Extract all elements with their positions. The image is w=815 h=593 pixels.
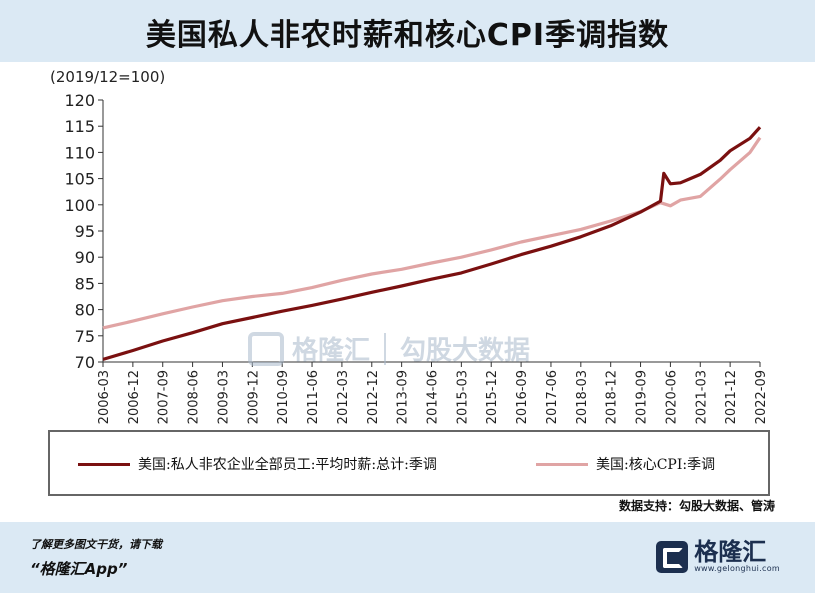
chart-title: 美国私人非农时薪和核心CPI季调指数 <box>145 18 670 53</box>
x-tick-label: 2007-09 <box>157 370 172 424</box>
x-tick-label: 2013-09 <box>396 370 411 424</box>
legend-item-wages: 美国:私人非农企业全部员工:平均时薪:总计:季调 <box>78 454 437 474</box>
x-tick-label: 2012-12 <box>366 370 381 424</box>
watermark-partner: 勾股大数据 <box>400 336 531 366</box>
y-tick-label: 70 <box>75 353 95 372</box>
watermark-logo-icon <box>248 331 284 366</box>
x-tick-label: 2018-12 <box>605 370 620 424</box>
footer-app-name: “格隆汇App” <box>30 560 128 578</box>
chart-legend: 美国:私人非农企业全部员工:平均时薪:总计:季调 美国:核心CPI:季调 <box>48 430 770 496</box>
x-tick-label: 2021-03 <box>694 370 709 424</box>
brand-url: www.gelonghui.com <box>694 564 780 573</box>
x-tick-label: 2015-03 <box>455 370 470 424</box>
brand-name: 格隆汇 <box>694 538 767 566</box>
brand-logo-icon <box>656 540 689 573</box>
x-tick-label: 2018-03 <box>575 370 590 424</box>
x-tick-label: 2022-09 <box>754 370 769 424</box>
x-tick-label: 2006-03 <box>97 370 112 424</box>
x-tick-label: 2019-09 <box>635 370 650 424</box>
y-tick-label: 85 <box>75 274 95 293</box>
watermark-brand: 格隆汇 <box>292 336 371 366</box>
x-tick-label: 2009-12 <box>246 370 261 424</box>
y-tick-label: 80 <box>75 301 95 320</box>
y-tick-label: 95 <box>75 222 95 241</box>
legend-swatch-wages <box>78 462 130 466</box>
watermark: 格隆汇 勾股大数据 <box>248 330 530 367</box>
x-tick-label: 2020-06 <box>664 370 679 424</box>
y-tick-label: 75 <box>75 327 95 346</box>
line-chart: 70 75 80 85 90 95 100 105 110 115 120 2006-03 2006-1… <box>64 91 769 424</box>
legend-item-core-cpi: 美国:核心CPI:季调 <box>536 454 715 474</box>
brand-logo: 格隆汇 www.gelonghui.com <box>656 540 780 573</box>
y-tick-label: 120 <box>64 91 95 110</box>
y-tick-label: 105 <box>64 170 95 189</box>
series-line-wages <box>102 126 762 361</box>
x-tick-label: 2021-12 <box>724 370 739 424</box>
chart-panel: 70 75 80 85 90 95 100 105 110 115 120 2006-03 2006-1… <box>0 62 815 522</box>
legend-label-wages: 美国:私人非农企业全部员工:平均时薪:总计:季调 <box>138 457 437 473</box>
y-tick-label: 90 <box>75 248 95 267</box>
x-tick-label: 2012-03 <box>336 370 351 424</box>
x-tick-label: 2010-09 <box>276 370 291 424</box>
x-tick-label: 2014-06 <box>426 370 441 424</box>
footer-note: 了解更多图文干货，请下载 <box>30 538 162 551</box>
y-tick-label: 115 <box>64 117 95 136</box>
watermark-divider <box>384 332 387 365</box>
data-source: 数据支持：勾股大数据、管涛 <box>618 499 775 513</box>
legend-swatch-core-cpi <box>536 462 588 466</box>
y-tick-label: 110 <box>64 143 95 162</box>
x-tick-label: 2011-06 <box>306 370 321 424</box>
y-axis-unit-label: (2019/12=100) <box>50 68 166 86</box>
x-tick-label: 2015-12 <box>485 370 500 424</box>
series-line-core-cpi <box>102 136 762 330</box>
x-tick-label: 2017-06 <box>545 370 560 424</box>
x-tick-label: 2016-09 <box>515 370 530 424</box>
x-tick-label: 2009-03 <box>216 370 231 424</box>
y-tick-label: 100 <box>64 196 95 215</box>
x-tick-label: 2008-06 <box>187 370 202 424</box>
x-tick-label: 2006-12 <box>127 370 142 424</box>
legend-label-core-cpi: 美国:核心CPI:季调 <box>596 457 716 473</box>
